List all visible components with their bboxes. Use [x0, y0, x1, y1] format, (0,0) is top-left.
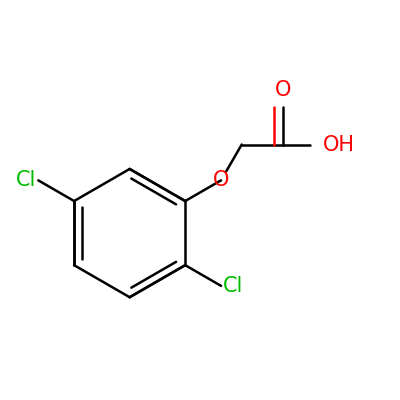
Text: OH: OH [322, 134, 354, 154]
Text: Cl: Cl [16, 170, 36, 190]
Text: O: O [275, 80, 291, 100]
Text: O: O [213, 170, 229, 190]
Text: Cl: Cl [223, 276, 244, 296]
